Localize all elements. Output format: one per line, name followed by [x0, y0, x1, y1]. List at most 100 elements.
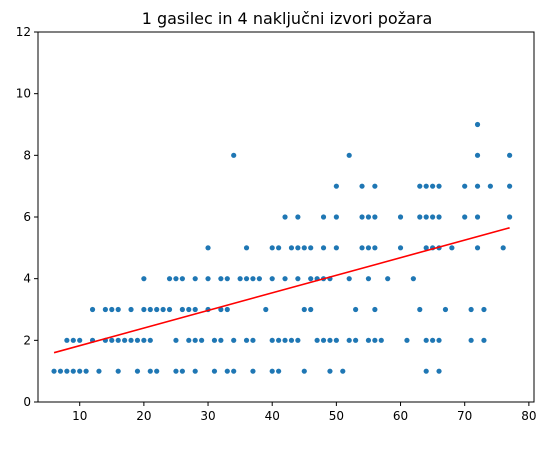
- scatter-point: [372, 183, 378, 189]
- scatter-point: [128, 337, 134, 343]
- scatter-point: [51, 368, 57, 374]
- scatter-point: [507, 152, 513, 158]
- x-tick-label: 70: [457, 409, 472, 423]
- scatter-point: [430, 183, 436, 189]
- scatter-point: [243, 337, 250, 343]
- scatter-point: [288, 337, 295, 343]
- x-axis: 10 20 30 40 50 60 70 80: [72, 402, 537, 423]
- scatter-point: [474, 245, 481, 251]
- scatter-point: [417, 183, 423, 189]
- scatter-point: [179, 276, 185, 282]
- scatter-point: [128, 306, 134, 313]
- scatter-point: [224, 368, 230, 374]
- scatter-point: [192, 276, 198, 282]
- scatter-point: [115, 368, 121, 374]
- scatter-point: [474, 183, 481, 189]
- y-tick-label: 12: [16, 25, 31, 39]
- x-tick-label: 80: [521, 409, 536, 423]
- scatter-point: [327, 337, 333, 343]
- scatter-point: [423, 337, 429, 343]
- scatter-point: [147, 368, 153, 374]
- scatter-point: [397, 245, 404, 251]
- scatter-point: [256, 276, 262, 282]
- scatter-point: [474, 152, 481, 158]
- scatter-point: [231, 368, 237, 374]
- scatter-point: [250, 276, 256, 282]
- scatter-point: [436, 368, 442, 374]
- scatter-point: [154, 306, 160, 313]
- scatter-point: [141, 276, 147, 282]
- scatter-point: [359, 183, 365, 189]
- scatter-point: [436, 337, 442, 343]
- scatter-point: [64, 368, 70, 374]
- scatter-point: [295, 276, 301, 282]
- scatter-point: [186, 306, 192, 313]
- scatter-point: [96, 368, 102, 374]
- scatter-point: [385, 276, 391, 282]
- scatter-point: [199, 337, 205, 343]
- scatter-point: [224, 276, 230, 282]
- scatter-point: [417, 306, 423, 313]
- x-tick-label: 20: [136, 409, 151, 423]
- scatter-point: [64, 337, 70, 343]
- scatter-point: [276, 245, 282, 251]
- scatter-point: [115, 306, 121, 313]
- scatter-point: [308, 276, 314, 282]
- scatter-point: [346, 337, 352, 343]
- scatter-point: [507, 214, 513, 220]
- scatter-point: [481, 306, 487, 313]
- scatter-point: [320, 214, 327, 220]
- scatter-point: [173, 276, 179, 282]
- scatter-point: [211, 337, 218, 343]
- scatter-point: [109, 337, 115, 343]
- scatter-point: [147, 337, 153, 343]
- regression-line: [53, 227, 510, 354]
- scatter-point: [224, 306, 230, 313]
- scatter-point: [109, 306, 115, 313]
- scatter-point: [430, 337, 436, 343]
- scatter-point: [77, 337, 83, 343]
- scatter-point: [468, 306, 474, 313]
- scatter-point: [70, 368, 76, 374]
- scatter-point: [282, 276, 288, 282]
- scatter-point: [231, 152, 237, 158]
- y-tick-label: 2: [23, 333, 31, 347]
- scatter-point: [365, 245, 372, 251]
- scatter-point: [211, 368, 218, 374]
- scatter-point: [269, 337, 275, 343]
- scatter-point: [218, 337, 224, 343]
- x-tick-label: 50: [329, 409, 344, 423]
- scatter-point: [365, 214, 372, 220]
- scatter-point: [141, 337, 147, 343]
- scatter-point: [205, 276, 211, 282]
- scatter-point: [423, 214, 429, 220]
- scatter-point: [500, 245, 506, 251]
- scatter-point: [372, 245, 378, 251]
- scatter-point: [333, 214, 339, 220]
- scatter-point: [218, 306, 224, 313]
- scatter-point: [359, 214, 365, 220]
- scatter-point: [77, 368, 83, 374]
- y-tick-label: 6: [23, 210, 31, 224]
- scatter-point: [276, 368, 282, 374]
- scatter-point: [423, 368, 429, 374]
- scatter-point: [263, 306, 269, 313]
- scatter-point: [70, 337, 76, 343]
- chart-title: 1 gasilec in 4 naključni izvori požara: [142, 9, 433, 28]
- scatter-point: [353, 337, 359, 343]
- scatter-point: [57, 368, 64, 374]
- scatter-point: [327, 368, 333, 374]
- scatter-point: [166, 306, 173, 313]
- scatter-point: [308, 306, 314, 313]
- scatter-point: [134, 368, 141, 374]
- scatter-point: [295, 214, 301, 220]
- x-tick-label: 30: [200, 409, 215, 423]
- scatter-point: [436, 214, 442, 220]
- scatter-point: [353, 306, 359, 313]
- scatter-point: [154, 368, 160, 374]
- scatter-point: [333, 245, 339, 251]
- y-tick-label: 10: [16, 87, 31, 101]
- scatter-point: [372, 306, 378, 313]
- scatter-point: [423, 245, 429, 251]
